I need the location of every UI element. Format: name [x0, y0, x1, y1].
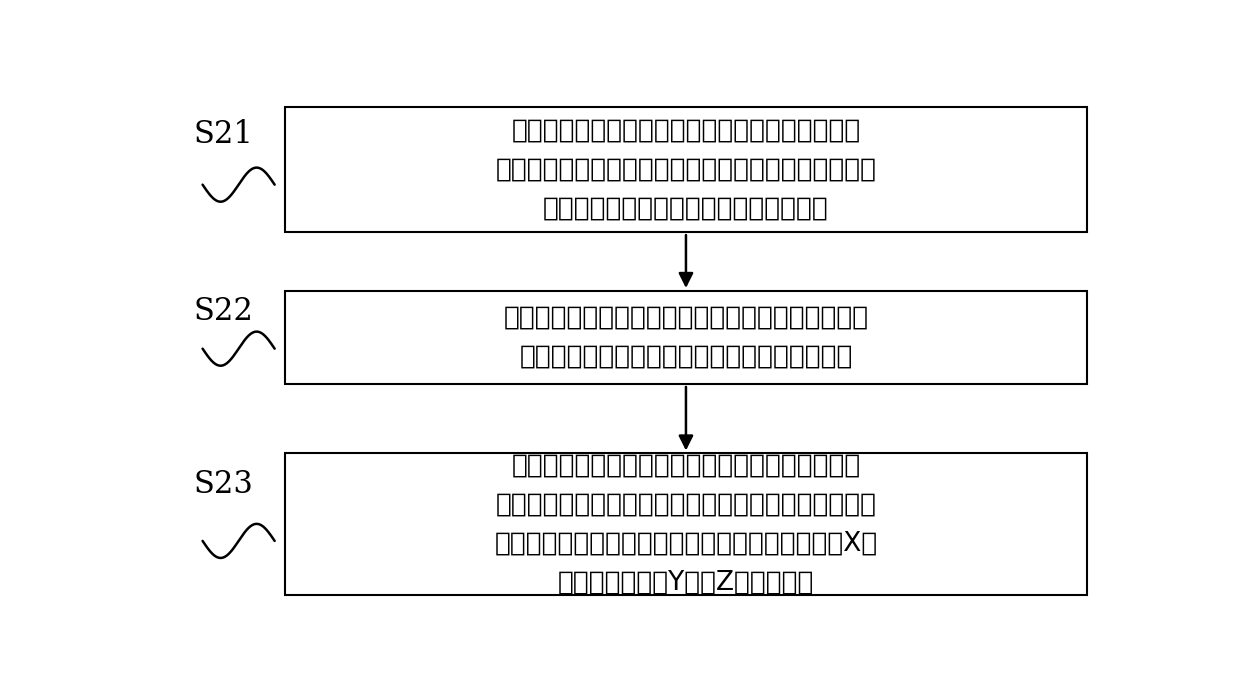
Text: 根据多个第二中间位置坐标，控制第二机械手在当
待加工工件到达换料远点时将换料点的已加工工件移出
换料点，其中换料远点靠近换料点，但与换料点的X轴
坐标不一样、且: 根据多个第二中间位置坐标，控制第二机械手在当 待加工工件到达换料远点时将换料点的…: [495, 453, 878, 595]
Text: S21: S21: [193, 119, 253, 150]
Bar: [285, 291, 1087, 384]
Text: S22: S22: [193, 296, 253, 327]
Text: S23: S23: [193, 469, 253, 500]
Text: 根据多个第一中间位置坐标，控制第一机械手将位于
上料点的待加工工件移动至换料点进行机床加工: 根据多个第一中间位置坐标，控制第一机械手将位于 上料点的待加工工件移动至换料点进…: [503, 305, 868, 370]
Text: 基于上料点立体坐标、换料点立体坐标和零点立体
坐标，生成关于第一机械手的多个第一中间位置坐标和
关于第二机械手的多个第二中间位置坐标: 基于上料点立体坐标、换料点立体坐标和零点立体 坐标，生成关于第一机械手的多个第一…: [496, 118, 877, 221]
Bar: [285, 453, 1087, 594]
Bar: [285, 107, 1087, 233]
